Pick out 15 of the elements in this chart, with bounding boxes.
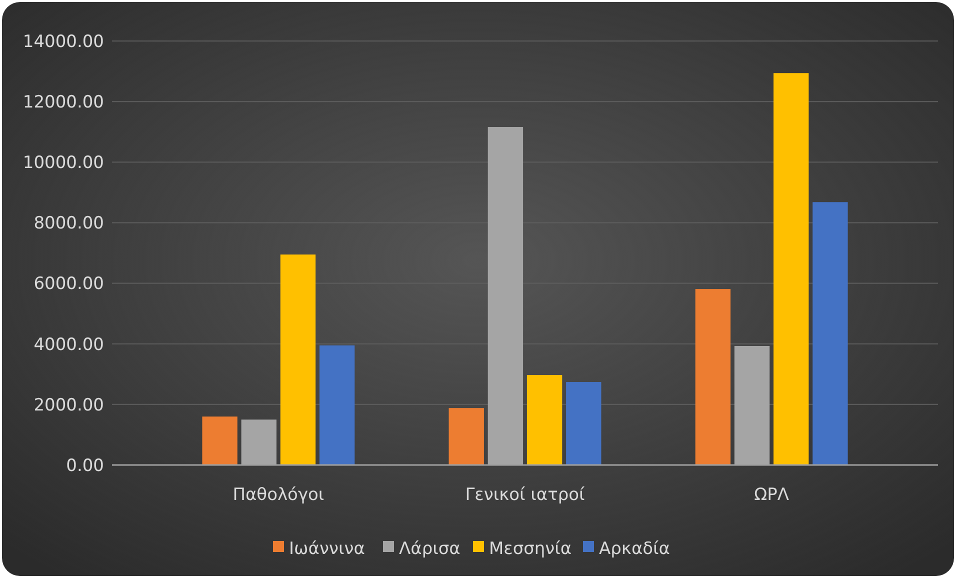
y-tick-label: 2000.00	[34, 395, 104, 416]
y-tick-label: 14000.00	[22, 32, 104, 52]
x-tick-label: Παθολόγοι	[232, 485, 324, 505]
legend-label: Λάρισα	[399, 538, 460, 559]
legend-label: Μεσσηνία	[489, 538, 572, 559]
y-tick-label: 8000.00	[34, 214, 104, 234]
x-tick-label: Γενικοί ιατροί	[465, 485, 586, 505]
y-tick-label: 6000.00	[34, 274, 104, 294]
y-tick-label: 10000.00	[22, 153, 104, 174]
legend-label: Ιωάννινα	[289, 538, 365, 559]
y-tick-label: 4000.00	[34, 334, 104, 355]
legend-label: Αρκαδία	[599, 538, 670, 559]
x-tick-label: ΩΡΛ	[754, 485, 790, 505]
y-tick-label: 12000.00	[22, 92, 104, 113]
y-tick-label: 0.00	[66, 456, 104, 476]
